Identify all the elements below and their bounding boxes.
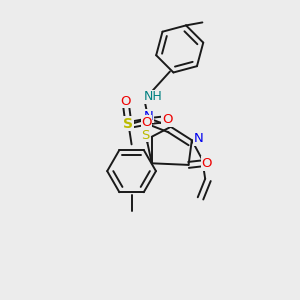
Text: NH: NH [144,90,163,103]
Text: S: S [141,129,149,142]
Text: N: N [144,110,154,123]
Text: N: N [194,132,203,145]
Text: O: O [162,113,172,126]
Text: O: O [202,157,212,170]
Text: O: O [120,95,131,108]
Text: S: S [123,116,133,130]
Text: O: O [141,116,152,129]
